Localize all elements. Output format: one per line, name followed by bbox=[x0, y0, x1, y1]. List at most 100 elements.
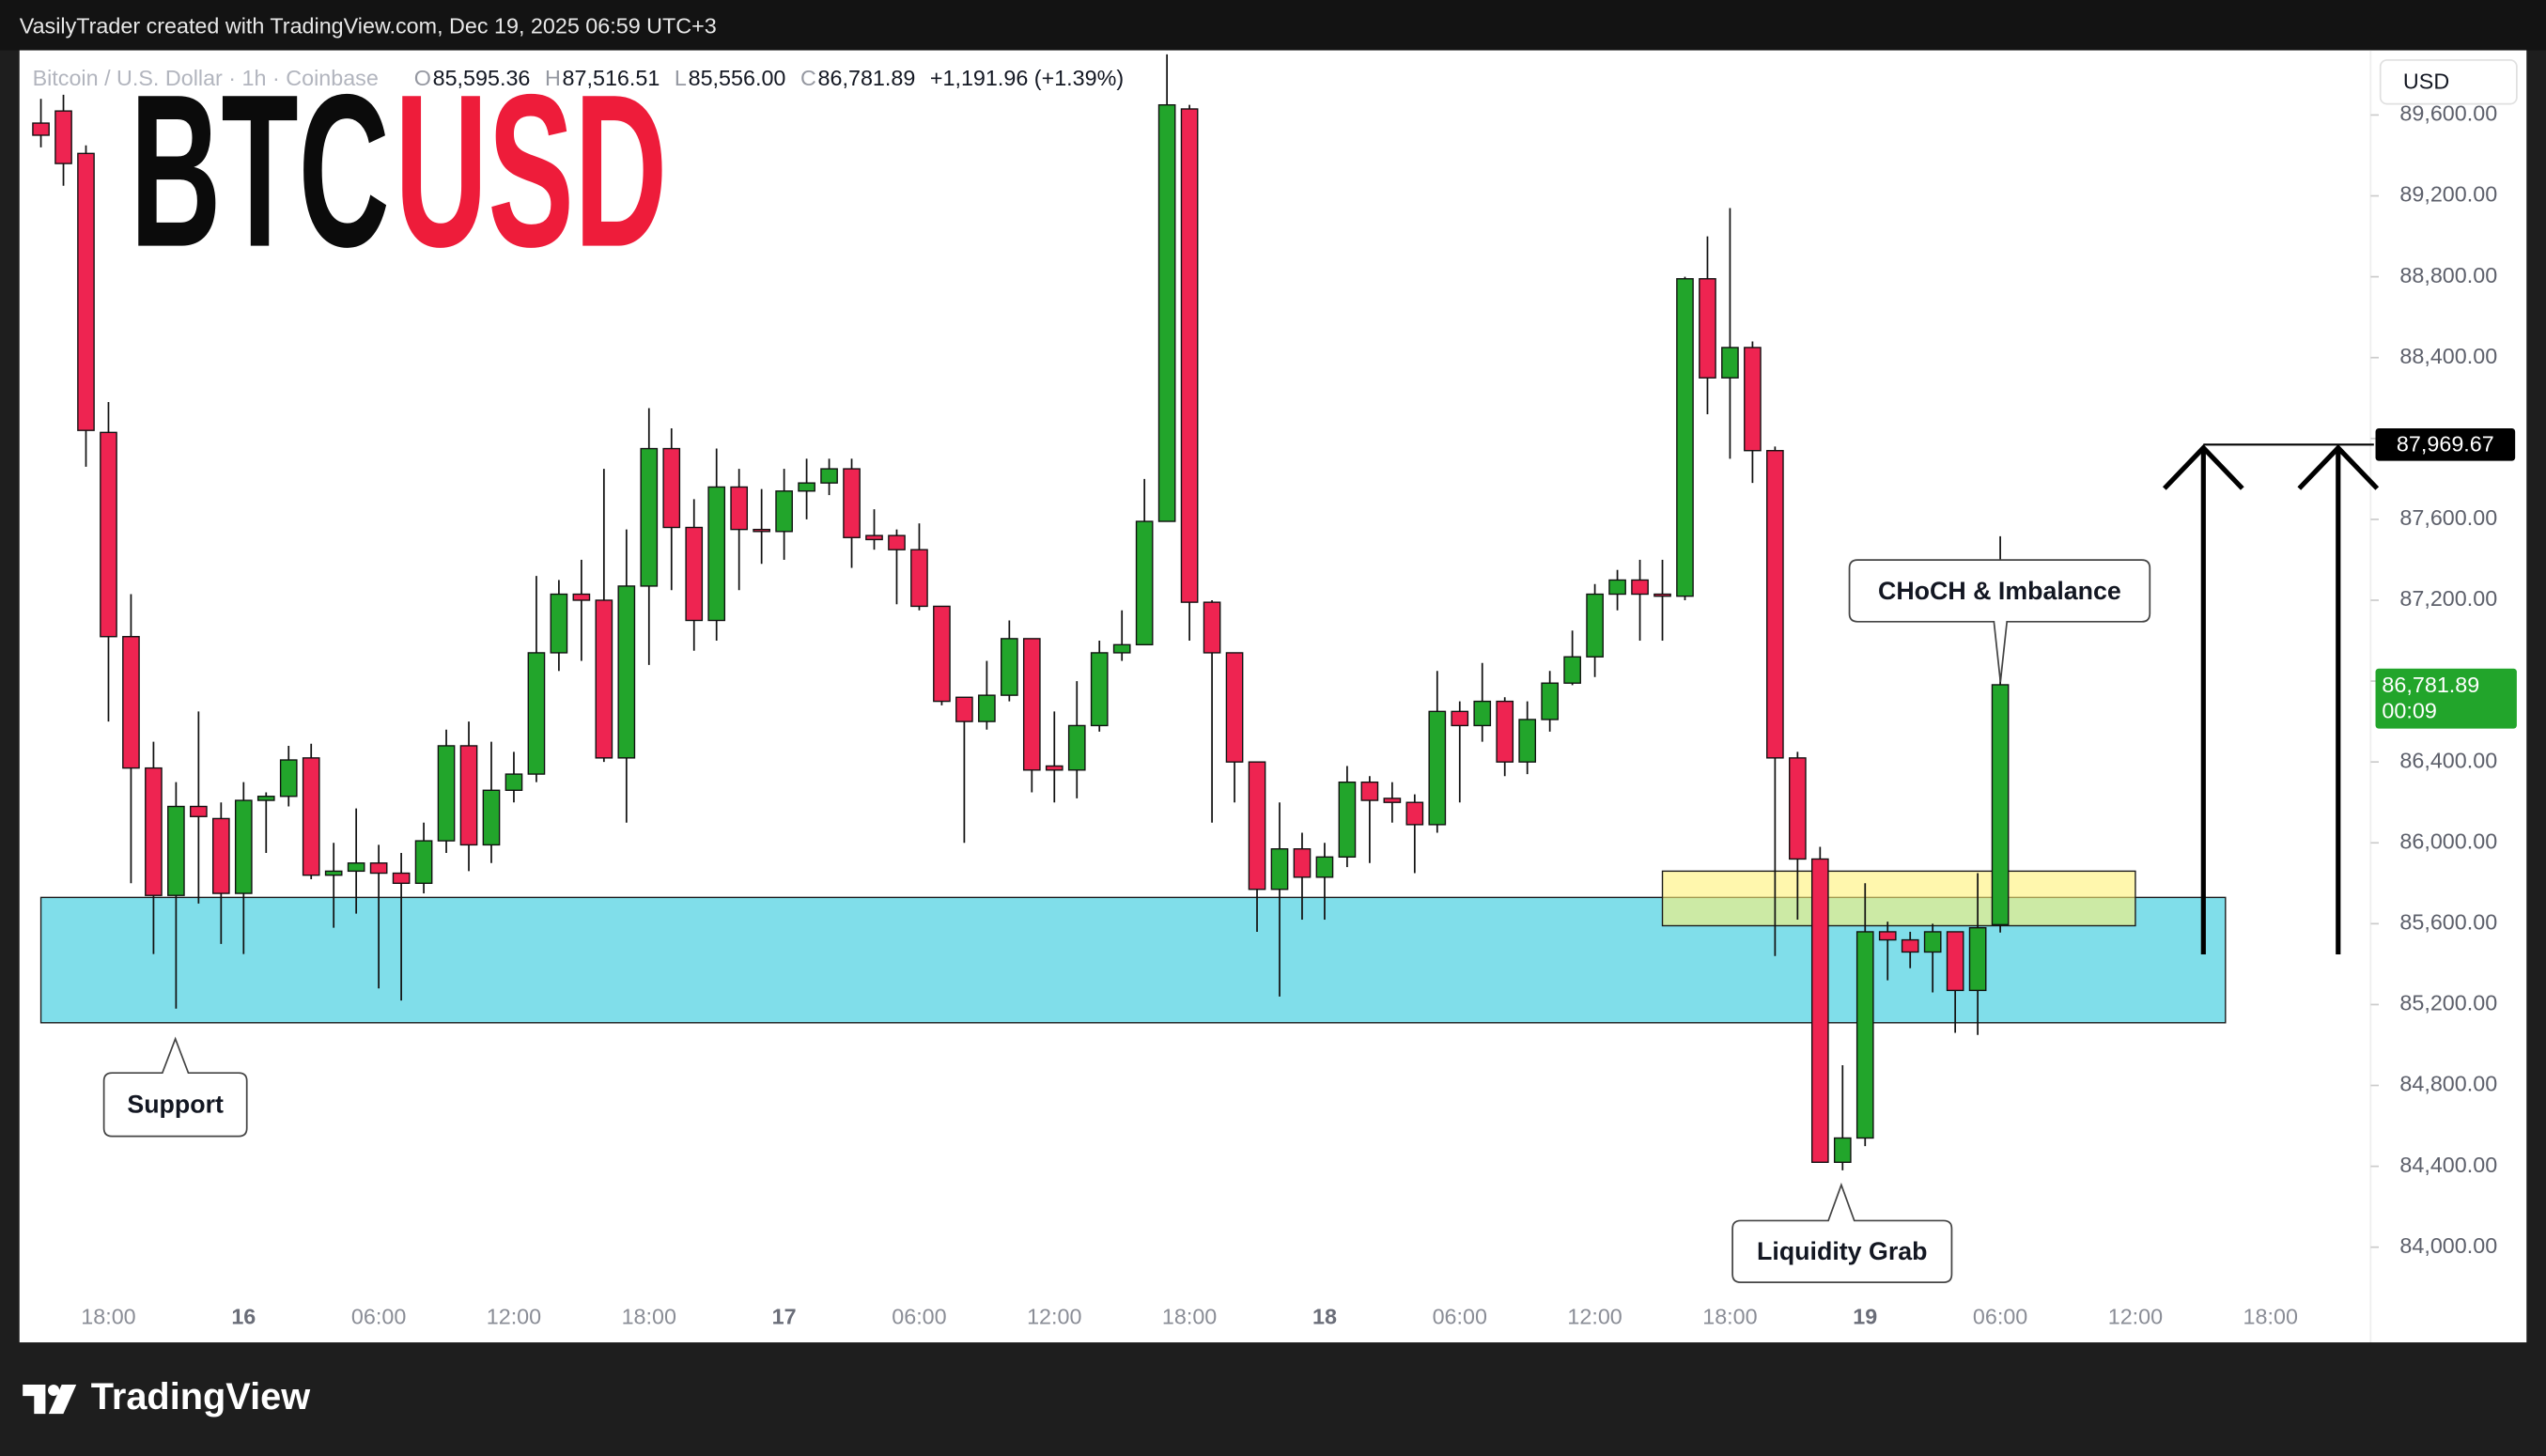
candle-body bbox=[1676, 278, 1694, 597]
candle-body bbox=[1022, 638, 1041, 771]
candle-body bbox=[1428, 710, 1447, 826]
x-tick-label: 12:00 bbox=[1027, 1304, 1081, 1328]
candle-body bbox=[1383, 798, 1402, 803]
candles bbox=[32, 54, 2010, 1170]
x-tick-label: 18:00 bbox=[1162, 1304, 1217, 1328]
y-tick-label: 89,200.00 bbox=[2399, 182, 2497, 207]
candle-body bbox=[1225, 652, 1244, 763]
y-tick-label: 88,400.00 bbox=[2399, 344, 2497, 368]
candle-body bbox=[798, 482, 815, 492]
candle-body bbox=[820, 468, 838, 484]
y-tick-label: 86,400.00 bbox=[2399, 748, 2497, 772]
candle-body bbox=[910, 549, 928, 608]
candle-body bbox=[234, 799, 253, 894]
last-price-box bbox=[2375, 668, 2517, 729]
candle-body bbox=[1789, 757, 1807, 860]
annotation-text: CHoCH & Imbalance bbox=[1878, 577, 2121, 605]
x-tick-label: 18:00 bbox=[1702, 1304, 1757, 1328]
legend-value: 87,516.51 bbox=[563, 66, 660, 90]
candle-body bbox=[730, 486, 749, 531]
x-tick-label: 12:00 bbox=[1567, 1304, 1622, 1328]
candle-body bbox=[617, 585, 636, 759]
y-tick-label: 84,000.00 bbox=[2399, 1233, 2497, 1258]
candle-body bbox=[1293, 848, 1312, 878]
candle-body bbox=[1563, 656, 1581, 684]
candle-body bbox=[1766, 450, 1784, 759]
candle-body bbox=[1608, 579, 1626, 596]
candle-body bbox=[1451, 710, 1469, 727]
legend-value: 86,781.89 bbox=[818, 66, 916, 90]
candle-body bbox=[122, 636, 140, 769]
candle-body bbox=[1157, 103, 1176, 522]
candle-body bbox=[1946, 931, 1964, 992]
candle-body bbox=[437, 745, 456, 842]
arrow-head bbox=[2162, 444, 2244, 490]
candle-body bbox=[640, 447, 659, 587]
arrow-head bbox=[2297, 444, 2380, 490]
target-label: 87,969.67 bbox=[2397, 431, 2494, 456]
currency: USD bbox=[2403, 69, 2449, 93]
footer-logo: TradingView bbox=[23, 1376, 310, 1417]
candle-body bbox=[1180, 108, 1199, 603]
candle-body bbox=[1203, 601, 1221, 654]
candle-body bbox=[1744, 347, 1762, 452]
x-tick-label: 12:00 bbox=[2108, 1304, 2163, 1328]
candle-body bbox=[77, 152, 95, 431]
candle-body bbox=[1405, 801, 1424, 826]
candle-body bbox=[1810, 858, 1829, 1163]
x-tick-label: 18:00 bbox=[81, 1304, 135, 1328]
candle-body bbox=[1518, 719, 1537, 763]
x-tick-label: 06:00 bbox=[1433, 1304, 1487, 1328]
candle-body bbox=[978, 694, 996, 722]
candle-body bbox=[256, 796, 275, 801]
candle-body bbox=[1968, 926, 1987, 992]
y-tick-label: 89,600.00 bbox=[2399, 101, 2497, 126]
candle-body bbox=[572, 593, 591, 601]
candle-body bbox=[1338, 781, 1357, 859]
candle-body bbox=[1586, 593, 1604, 658]
candle-body bbox=[392, 872, 411, 884]
annotation-callout bbox=[102, 1036, 248, 1138]
candle-body bbox=[527, 652, 546, 775]
y-tick-label: 86,000.00 bbox=[2399, 829, 2497, 853]
x-tick-label: 12:00 bbox=[487, 1304, 541, 1328]
x-tick-label: 18:00 bbox=[2243, 1304, 2298, 1328]
legend-change: +1,191.96 (+1.39%) bbox=[930, 66, 1124, 90]
candle-body bbox=[32, 122, 50, 136]
x-tick-label: 06:00 bbox=[351, 1304, 406, 1328]
candle-body bbox=[505, 773, 523, 791]
x-tick-label: 18 bbox=[1312, 1304, 1337, 1328]
y-tick-label: 87,600.00 bbox=[2399, 505, 2497, 530]
legend-value: 85,595.36 bbox=[433, 66, 531, 90]
currency-box bbox=[2379, 59, 2518, 105]
annotation-callout bbox=[1848, 559, 2151, 682]
footer-brand: TradingView bbox=[91, 1376, 310, 1417]
candle-body bbox=[1067, 724, 1086, 771]
candle-body bbox=[595, 599, 613, 759]
title-quote: USD bbox=[395, 50, 667, 293]
candle-body bbox=[1090, 652, 1109, 727]
candle-body bbox=[347, 862, 365, 873]
candle-body bbox=[1473, 700, 1492, 727]
target-label-box bbox=[2375, 428, 2516, 461]
candle-body bbox=[955, 696, 973, 722]
x-tick-label: 19 bbox=[1853, 1304, 1877, 1328]
candle-body bbox=[190, 805, 208, 817]
candle-body bbox=[1001, 638, 1018, 696]
candle-body bbox=[1248, 761, 1266, 891]
candle-body bbox=[54, 110, 72, 164]
candle-body bbox=[888, 534, 906, 550]
y-tick-label: 87,200.00 bbox=[2399, 586, 2497, 611]
candle-body bbox=[414, 840, 433, 884]
y-tick-label: 84,400.00 bbox=[2399, 1153, 2497, 1177]
candle-body bbox=[1541, 682, 1559, 720]
candle-body bbox=[753, 528, 770, 533]
candle-body bbox=[662, 447, 681, 529]
header-text: VasilyTrader created with TradingView.co… bbox=[20, 14, 717, 39]
legend-value: 85,556.00 bbox=[689, 66, 786, 90]
header-bar bbox=[0, 0, 2546, 51]
legend-key: C bbox=[800, 66, 816, 90]
candle-body bbox=[1833, 1137, 1852, 1163]
